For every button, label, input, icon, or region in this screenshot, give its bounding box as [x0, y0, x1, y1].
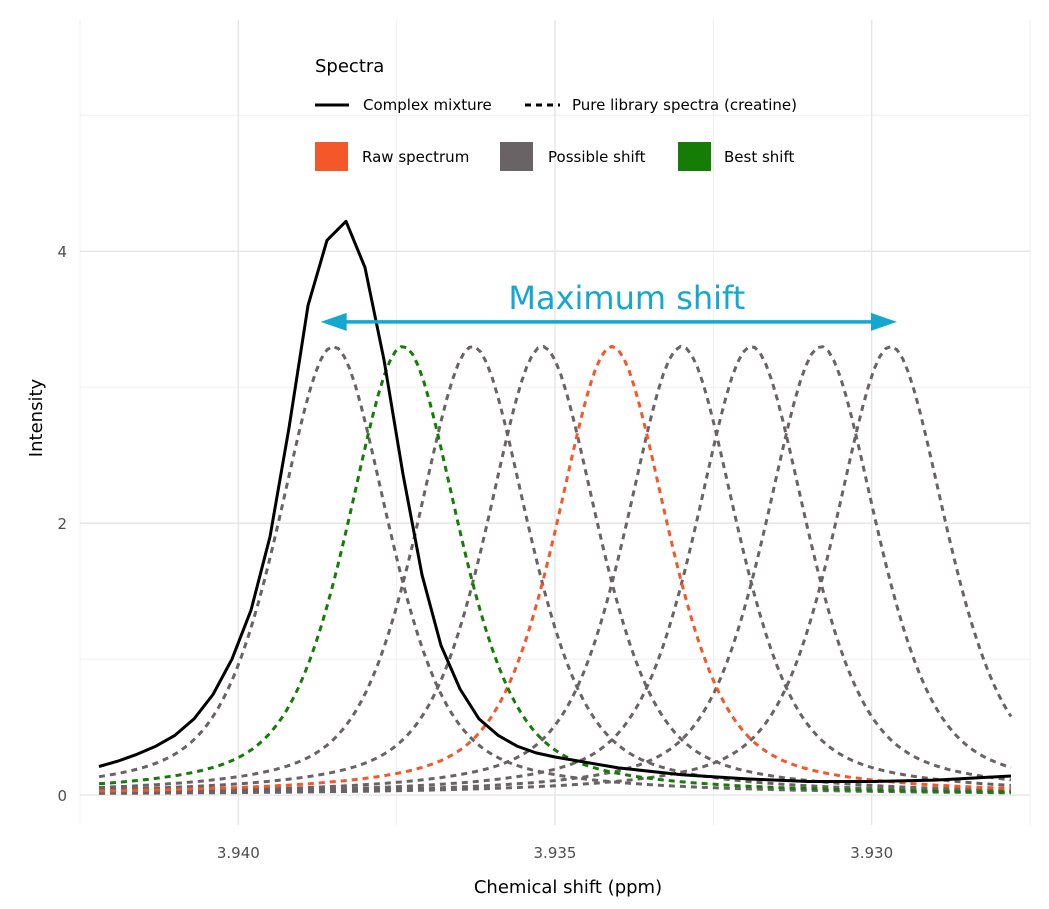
legend-label-possible-shift: Possible shift	[548, 148, 646, 166]
complex-mixture-curve	[98, 219, 1012, 783]
legend-label-complex-mixture: Complex mixture	[363, 96, 492, 114]
legend-key-possible-shift	[500, 142, 533, 171]
legend: Spectra Complex mixture Pure library spect…	[315, 56, 797, 171]
arrow-head-left	[320, 312, 347, 331]
legend-key-best-shift	[678, 142, 711, 171]
x-axis-title: Chemical shift (ppm)	[474, 877, 662, 898]
x-tick-label: 3.940	[217, 844, 260, 862]
y-tick-label: 2	[57, 515, 67, 533]
x-tick-label: 3.930	[850, 844, 893, 862]
possible-shift-curve	[98, 345, 1012, 793]
y-tick-label: 0	[57, 787, 67, 805]
legend-key-raw-spectrum	[315, 142, 348, 171]
possible-shift-curve	[98, 345, 1012, 792]
possible-shift-curve	[98, 345, 1012, 794]
arrow-head-right	[871, 312, 897, 331]
raw-spectrum-curve	[98, 344, 1012, 793]
legend-label-pure-library: Pure library spectra (creatine)	[572, 96, 797, 114]
spectra-curves	[98, 219, 1013, 795]
maximum-shift-label: Maximum shift	[508, 279, 745, 317]
legend-label-raw-spectrum: Raw spectrum	[362, 148, 469, 166]
x-tick-label: 3.935	[534, 844, 577, 862]
y-axis-title: Intensity	[26, 378, 47, 457]
maximum-shift-annotation: Maximum shift	[320, 279, 897, 331]
grid	[79, 20, 1031, 825]
legend-label-best-shift: Best shift	[724, 148, 794, 166]
best-shift-curve	[98, 345, 1012, 794]
possible-shift-curve	[99, 345, 1012, 794]
legend-title: Spectra	[315, 56, 384, 77]
axis-ticks: 3.940 3.935 3.930 0 2 4	[57, 243, 893, 862]
possible-shift-curve	[99, 345, 1012, 795]
possible-shift-curve	[98, 344, 1013, 795]
y-tick-label: 4	[57, 243, 67, 261]
